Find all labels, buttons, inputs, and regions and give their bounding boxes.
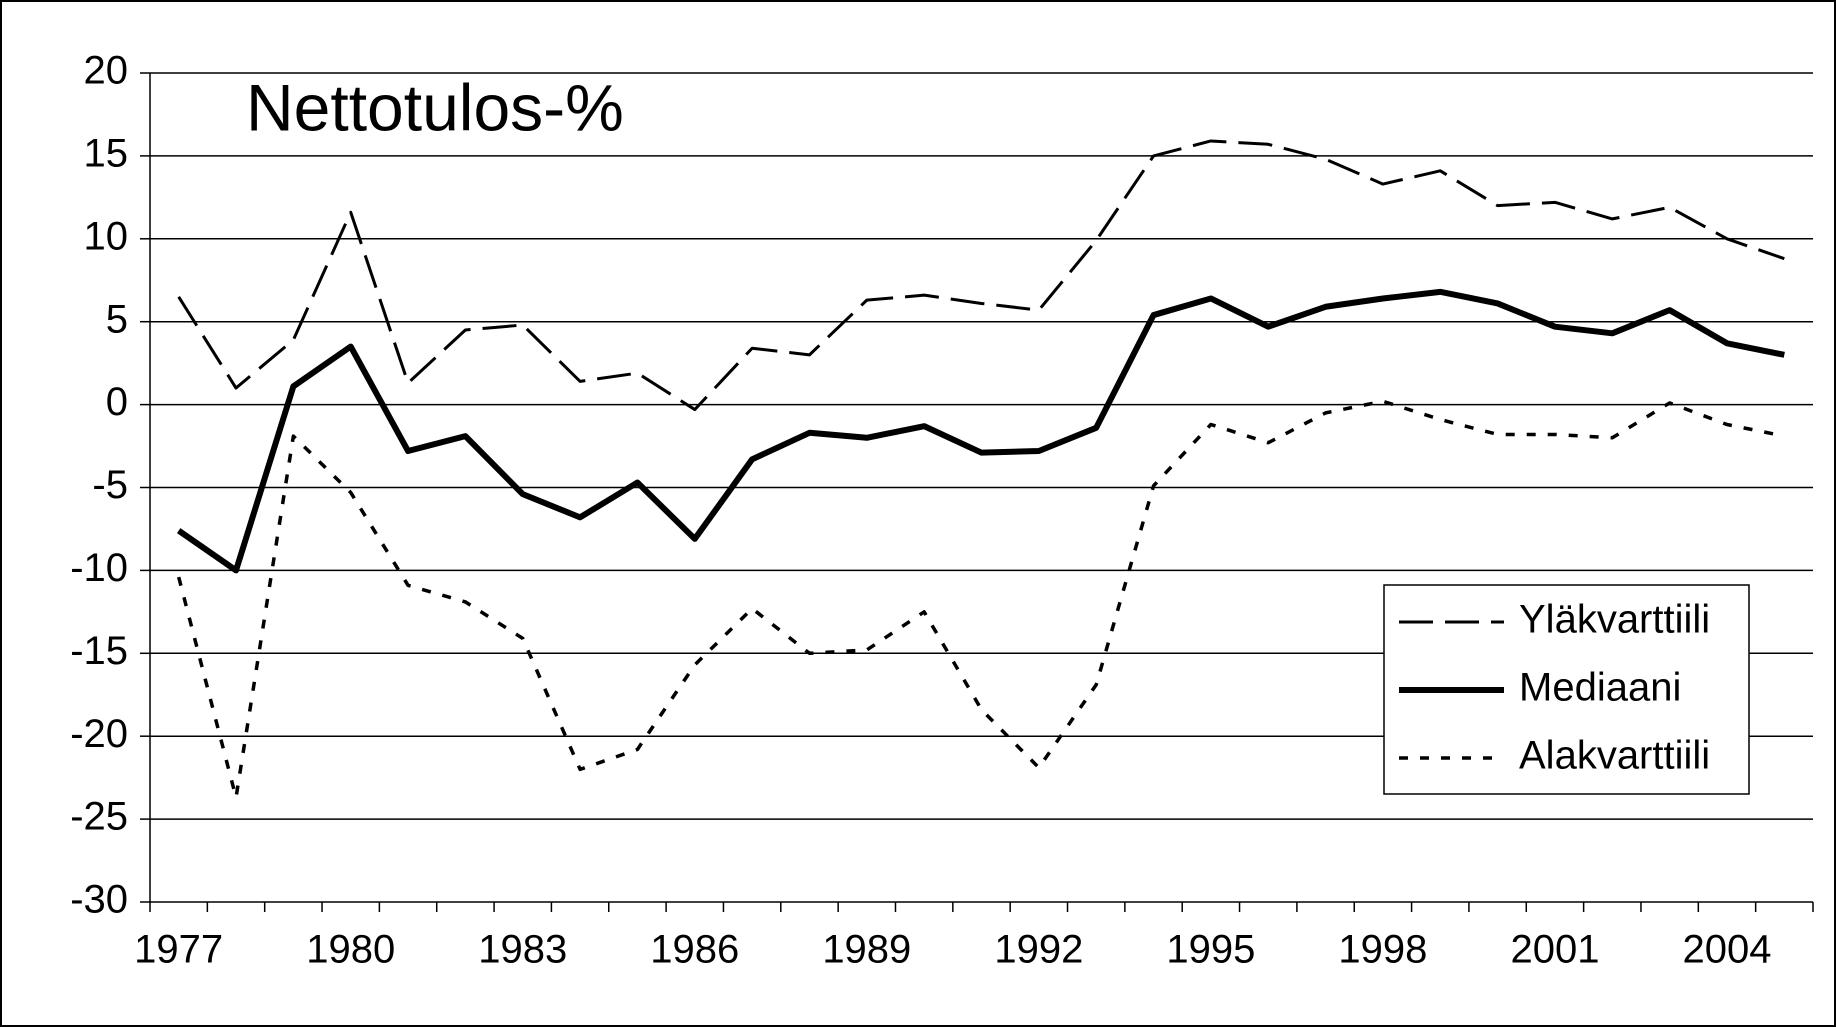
y-tick-label: 5 [106,297,128,341]
y-tick-label: -20 [70,712,128,756]
series-line [176,399,1785,800]
y-tick-label: -30 [70,878,128,922]
y-tick-label: 15 [84,131,129,175]
x-tick-label: 1983 [478,928,567,972]
chart-title: Nettotulos-% [246,70,624,144]
x-tick-label: 1977 [134,928,223,972]
x-tick-label: 1992 [994,928,1083,972]
y-tick-label: -10 [70,546,128,590]
y-tick-label: 20 [84,49,129,93]
x-tick-label: 1995 [1166,928,1255,972]
x-tick-label: 1986 [650,928,739,972]
y-tick-label: 0 [106,380,128,424]
y-tick-label: -25 [70,795,128,839]
y-tick-label: -15 [70,629,128,673]
legend-label: Yläkvarttiili [1519,598,1710,642]
x-tick-label: 1998 [1338,928,1427,972]
series-line [177,139,1785,412]
x-tick-label: 1980 [306,928,395,972]
legend-label: Mediaani [1519,666,1681,710]
y-tick-label: 10 [84,214,129,258]
y-tick-label: -5 [92,463,128,507]
x-tick-label: 2004 [1682,928,1771,972]
x-tick-label: 1989 [822,928,911,972]
legend-label: Alakvarttiili [1519,734,1710,778]
series-line [176,288,1785,574]
x-tick-label: 2001 [1510,928,1599,972]
